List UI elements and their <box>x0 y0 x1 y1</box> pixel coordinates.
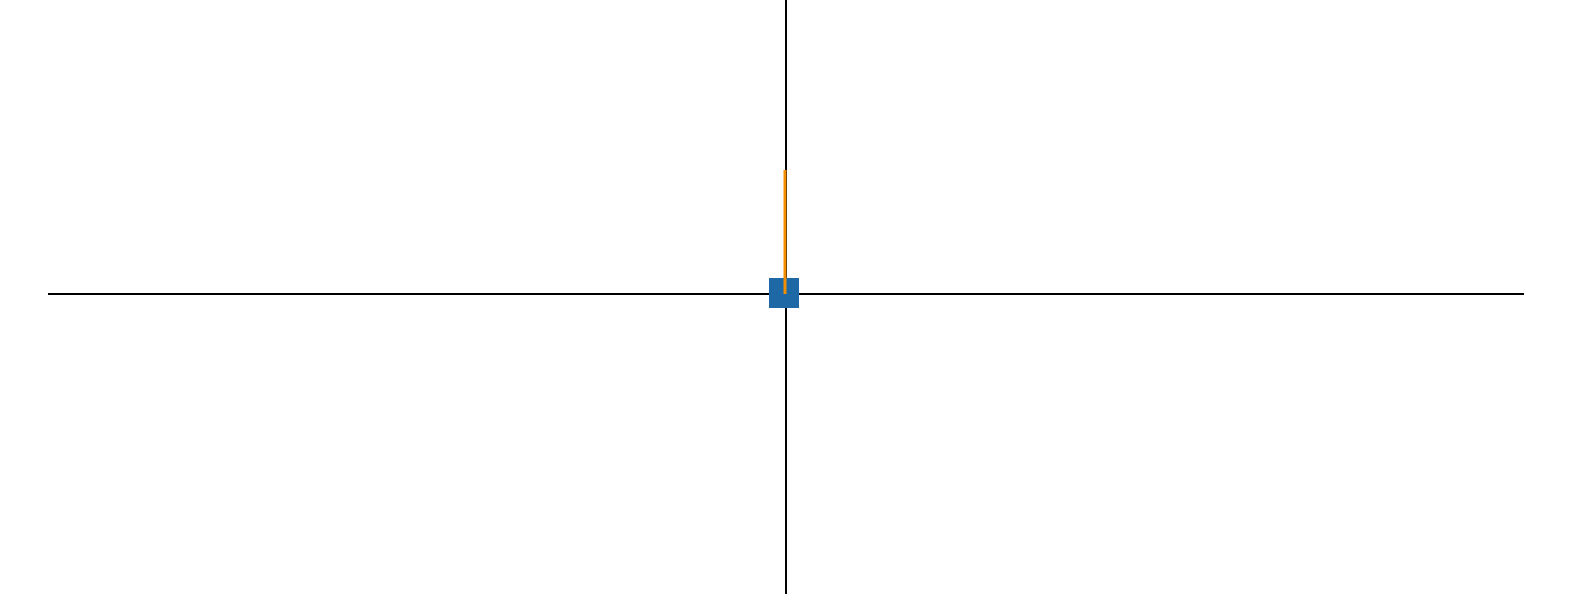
diagram-canvas <box>48 0 1524 594</box>
diagram-svg <box>48 0 1524 594</box>
